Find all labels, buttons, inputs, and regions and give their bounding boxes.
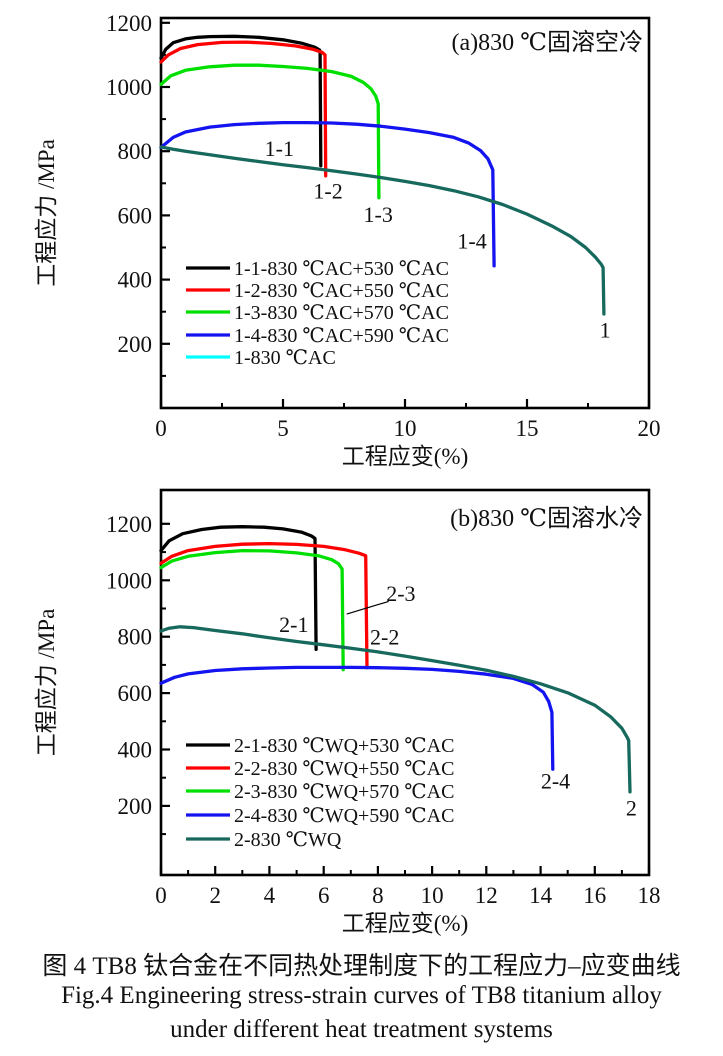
y-tick-label: 400 [118,738,153,763]
curve-2 [159,625,632,794]
legend-item-2-3: 2-3-830 ℃WQ+570 ℃AC [186,781,454,803]
annotation-2: 2 [626,795,637,820]
legend-item-2-2: 2-2-830 ℃WQ+550 ℃AC [186,758,454,780]
caption-english-line1: Fig.4 Engineering stress-strain curves o… [61,982,662,1009]
y-tick-label: 200 [118,794,153,819]
y-tick-label: 400 [118,268,153,293]
x-tick-label: 12 [475,883,498,908]
curve-1-1 [159,34,323,168]
annotation-1-3: 1-3 [364,202,393,227]
chart-b-830c-solution-water-quenched: 0 2 4 6 8 10 12 14 16 18 工程应变(%) 200 400 600 800 1000 12… [34,488,661,936]
curve-2-4 [159,665,555,771]
legend-label: 1-1-830 ℃AC+530 ℃AC [234,258,449,280]
plot-frame [159,16,651,410]
annotation-2-1: 2-1 [279,612,308,637]
chart-a-830c-solution-air-cooled: 0 5 10 15 20 工程应变(%) 200 400 600 800 1000 1200 工程应力 … [34,11,661,469]
legend-label: 1-2-830 ℃AC+550 ℃AC [234,280,449,302]
x-axis-title: 工程应变(%) [342,911,468,936]
legend-item-2-1: 2-1-830 ℃WQ+530 ℃AC [186,735,454,757]
legend-label: 2-4-830 ℃WQ+590 ℃AC [234,805,454,827]
legend-label: 1-4-830 ℃AC+590 ℃AC [234,325,449,347]
annotation-1-2: 1-2 [313,178,342,203]
x-tick-label: 15 [516,416,539,441]
svg-text:1-3: 1-3 [364,202,393,227]
x-tick-label: 4 [264,883,276,908]
annotation-2-3: 2-3 [346,581,416,615]
svg-text:2-1: 2-1 [279,612,308,637]
x-axis: 0 5 10 15 20 工程应变(%) [155,399,661,469]
y-tick-label: 1200 [106,512,152,537]
caption-chinese: 图 4 TB8 钛合金在不同热处理制度下的工程应力–应变曲线 [42,953,681,980]
legend-item-2-4: 2-4-830 ℃WQ+590 ℃AC [186,805,454,827]
curve-2-2 [159,541,369,670]
x-tick-label: 0 [155,883,167,908]
y-tick-label: 200 [118,332,153,357]
curve-2-3 [159,548,345,672]
x-tick-label: 5 [277,416,289,441]
x-tick-label: 18 [638,883,661,908]
x-tick-label: 8 [372,883,384,908]
curve-1 [159,145,606,316]
y-tick-label: 1000 [106,568,152,593]
svg-text:2-4: 2-4 [541,769,570,794]
curve-1-3 [159,63,381,200]
x-tick-label: 6 [318,883,330,908]
x-tick-label: 10 [421,883,444,908]
annotation-1-4: 1-4 [457,228,486,253]
y-tick-label: 800 [118,625,153,650]
x-tick-label: 0 [155,416,167,441]
y-tick-label: 1000 [106,75,152,100]
legend-label: 2-1-830 ℃WQ+530 ℃AC [234,735,454,757]
y-tick-label: 600 [118,681,153,706]
legend-label: 2-3-830 ℃WQ+570 ℃AC [234,781,454,803]
curve-2-1 [159,525,318,652]
curve-1-2 [159,40,328,178]
chart-title: (a)830 ℃固溶空冷 [452,29,643,56]
legend-item-1-3: 1-3-830 ℃AC+570 ℃AC [186,302,449,324]
x-tick-label: 20 [638,416,661,441]
x-tick-label: 14 [529,883,553,908]
x-axis: 0 2 4 6 8 10 12 14 16 18 工程应变(%) [155,866,661,936]
x-tick-label: 2 [209,883,221,908]
y-tick-label: 1200 [106,11,152,36]
y-axis: 200 400 600 800 1000 1200 工程应力 /MPa [34,512,170,836]
x-tick-label: 16 [583,883,606,908]
y-tick-label: 800 [118,139,153,164]
y-axis: 200 400 600 800 1000 1200 工程应力 /MPa [34,11,170,377]
annotation-2-4: 2-4 [541,769,570,794]
annotation-1-1: 1-1 [265,136,294,161]
y-tick-label: 600 [118,203,153,228]
legend-item-2: 2-830 ℃WQ [186,829,342,851]
x-tick-label: 10 [394,416,417,441]
legend-label: 2-830 ℃WQ [234,829,342,851]
legend-label: 1-830 ℃AC [234,347,336,369]
chart-title: (b)830 ℃固溶水冷 [450,505,643,532]
svg-text:1-4: 1-4 [457,228,486,253]
y-axis-title: 工程应力 /MPa [34,609,59,757]
svg-text:2-3: 2-3 [386,581,415,606]
legend-item-1-1: 1-1-830 ℃AC+530 ℃AC [186,258,449,280]
legend-item-1: 1-830 ℃AC [186,347,336,369]
x-axis-title: 工程应变(%) [342,444,468,469]
curve-1-4 [159,120,496,268]
y-axis-title: 工程应力 /MPa [34,139,59,287]
legend-label: 1-3-830 ℃AC+570 ℃AC [234,302,449,324]
annotation-2-2: 2-2 [370,625,399,650]
svg-text:2-2: 2-2 [370,625,399,650]
legend-item-1-4: 1-4-830 ℃AC+590 ℃AC [186,325,449,347]
svg-text:1-1: 1-1 [265,136,294,161]
annotation-1: 1 [600,317,611,342]
svg-text:2: 2 [626,795,637,820]
legend-item-1-2: 1-2-830 ℃AC+550 ℃AC [186,280,449,302]
svg-text:1-2: 1-2 [313,178,342,203]
svg-text:1: 1 [600,317,611,342]
legend-label: 2-2-830 ℃WQ+550 ℃AC [234,758,454,780]
caption-english-line2: under different heat treatment systems [170,1016,553,1043]
